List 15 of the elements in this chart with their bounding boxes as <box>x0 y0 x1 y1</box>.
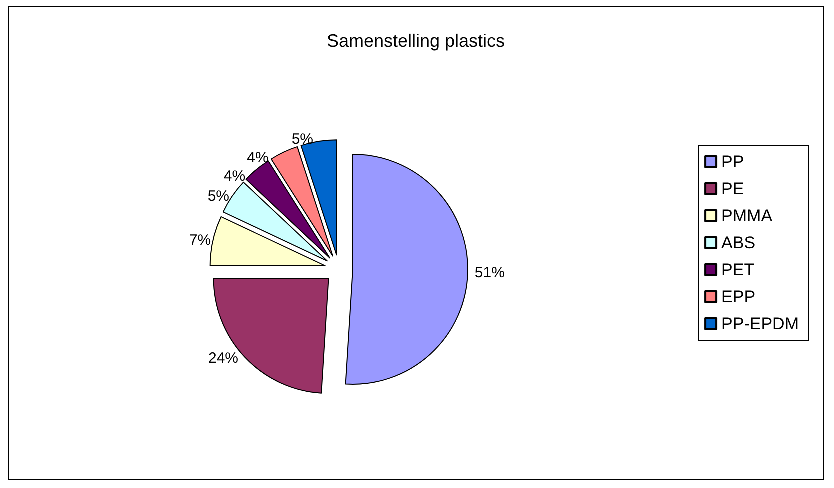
data-label: 4% <box>247 149 269 166</box>
data-label: 5% <box>208 188 230 206</box>
legend-label: ABS <box>722 234 756 252</box>
legend-label: PP-EPDM <box>722 314 800 334</box>
data-label: 7% <box>189 232 212 249</box>
data-label: 24% <box>208 350 239 368</box>
data-label: 5% <box>292 131 314 148</box>
data-label: 51% <box>474 264 505 282</box>
legend-label: PET <box>722 260 755 280</box>
legend-label: EPP <box>722 288 756 306</box>
legend-label: PE <box>722 180 744 198</box>
legend-label: PP <box>722 152 744 172</box>
data-label: 4% <box>224 168 246 186</box>
legend-label: PMMA <box>722 206 774 226</box>
chart-title: Samenstelling plastics <box>326 31 506 51</box>
